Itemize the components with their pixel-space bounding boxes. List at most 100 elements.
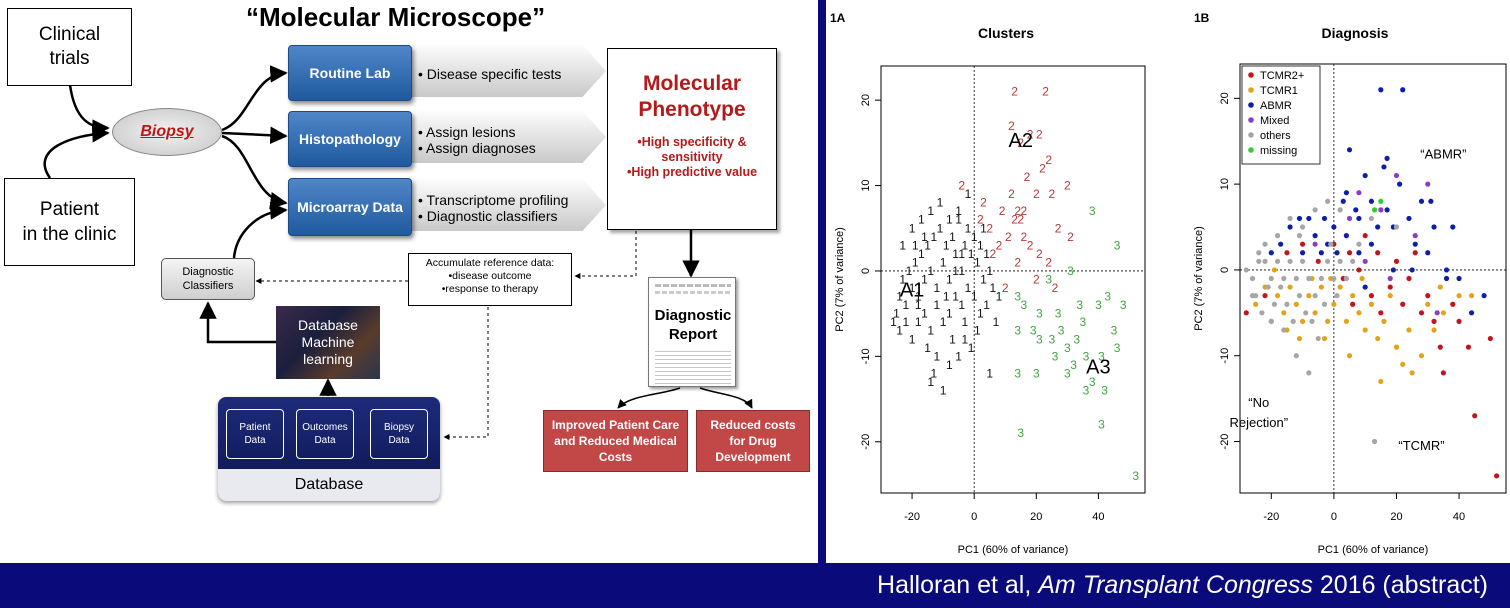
- chart-0-cluster-label: A3: [1086, 356, 1110, 378]
- chart-1-point-0: [1487, 335, 1493, 342]
- chart-1-point-3: [1393, 172, 1400, 179]
- chart-1-point-1: [1468, 293, 1475, 299]
- chart-0-point-0: 1: [912, 238, 919, 252]
- chart-0-point-0: 1: [952, 247, 959, 261]
- chart-1-point-0: [1472, 413, 1478, 419]
- phenotype-item-2: •High predictive value: [626, 165, 758, 179]
- chart-1-point-2: [1368, 241, 1375, 247]
- chart-0-xlabel: PC1 (60% of variance): [958, 544, 1069, 556]
- chart-1-point-4: [1303, 310, 1309, 316]
- chart-0-point-2: 3: [1076, 298, 1083, 312]
- chart-0-point-1: 2: [1021, 230, 1028, 244]
- chart-0-point-2: 3: [1101, 384, 1108, 398]
- chart-1-point-4: [1290, 318, 1296, 324]
- chart-1-frame: [1239, 63, 1507, 494]
- chart-1-point-4: [1309, 318, 1315, 324]
- chart-0-point-2: 3: [1064, 366, 1071, 380]
- chart-1-point-0: [1387, 284, 1393, 290]
- routine-lab-button[interactable]: Routine Lab: [288, 45, 412, 101]
- chart-1-point-0: [1362, 233, 1368, 239]
- chart-0-point-2: 3: [1098, 418, 1105, 432]
- chart-1-point-3: [1362, 258, 1368, 264]
- chart-1-point-4: [1334, 293, 1340, 299]
- chart-0-point-2: 3: [1045, 273, 1052, 287]
- report-to-care-arrow: [617, 387, 681, 409]
- chart-0-point-0: 1: [896, 324, 903, 338]
- chart-0-point-0: 1: [962, 332, 969, 346]
- chart-0-point-1: 2: [999, 204, 1006, 218]
- chart-1-point-1: [1299, 318, 1306, 324]
- chart-1-point-0: [1375, 250, 1381, 256]
- chart-0-point-1: 2: [1036, 247, 1043, 261]
- chart-1-point-4: [1278, 284, 1284, 290]
- chart-0-point-0: 1: [949, 332, 956, 346]
- chart-1-point-1: [1378, 378, 1384, 385]
- chart-1-legend-label: ABMR: [1260, 100, 1292, 112]
- chart-0-point-2: 3: [1014, 366, 1021, 380]
- chart-0-point-1: 2: [1055, 221, 1062, 235]
- chart-1-xtick-label: -20: [1263, 511, 1279, 523]
- accumulate-reference-box: Accumulate reference data: •disease outc…: [408, 253, 572, 306]
- chart-0-xtick-label: -20: [904, 511, 920, 523]
- patient-data-folder: Patient Data: [226, 409, 284, 459]
- chart-1-point-4: [1256, 250, 1262, 256]
- chart-0-point-0: 1: [899, 273, 906, 287]
- chart-1-point-0: [1243, 310, 1249, 316]
- chart-1-xtick-label: 20: [1390, 511, 1402, 523]
- chart-0-point-0: 1: [906, 264, 913, 278]
- citation-text: Halloran et al, Am Transplant Congress 2…: [877, 571, 1488, 599]
- chart-0-point-0: 1: [965, 281, 972, 295]
- chart-1-point-2: [1418, 198, 1425, 204]
- chart-1-point-2: [1409, 267, 1415, 273]
- chart-0-point-1: 2: [1008, 119, 1015, 133]
- chart-1-point-2: [1468, 310, 1475, 316]
- chart-0-point-2: 3: [1021, 298, 1028, 312]
- chart-0-point-0: 1: [946, 307, 953, 321]
- chart-1-point-4: [1337, 258, 1343, 264]
- histopathology-button[interactable]: Histopathology: [288, 111, 412, 167]
- reduced-costs-box: Reduced costs for Drug Development: [696, 410, 810, 472]
- chart-0-point-1: 2: [1033, 273, 1040, 287]
- chart-0-point-2: 3: [1083, 349, 1090, 363]
- chart-0-point-1: 2: [977, 213, 984, 227]
- chart-0-point-0: 1: [924, 341, 931, 355]
- accumulate-line-2: •disease outcome: [448, 270, 532, 282]
- biopsy-node: Biopsy: [112, 108, 222, 156]
- chart-0-point-0: 1: [921, 307, 928, 321]
- chart-0-point-1: 2: [1014, 204, 1021, 218]
- chart-1-point-1: [1406, 327, 1412, 333]
- chart-0-point-0: 1: [993, 315, 1000, 329]
- chart-1-point-4: [1274, 258, 1281, 264]
- chart-1-legend-label: Mixed: [1260, 115, 1289, 127]
- chart-1-point-0: [1262, 293, 1268, 299]
- chart-0-point-0: 1: [955, 213, 962, 227]
- chart-0-cluster-label: A2: [1009, 130, 1033, 152]
- chart-0-point-0: 1: [977, 238, 984, 252]
- chart-0-point-0: 1: [971, 290, 978, 304]
- microarray-data-button[interactable]: Microarray Data: [288, 178, 412, 236]
- chart-1-legend-marker: [1248, 147, 1254, 153]
- chart-1-annotation: “TCMR”: [1398, 438, 1444, 453]
- chart-0-xtick-label: 40: [1092, 511, 1104, 523]
- chart-0-point-0: 1: [927, 324, 934, 338]
- chart-0-frame: [880, 65, 1146, 494]
- chart-1-ytick-label: 20: [1219, 92, 1231, 104]
- biopsy-to-microarray-arrow: [221, 134, 288, 210]
- chart-1-point-1: [1343, 318, 1349, 324]
- chart-1-point-4: [1368, 215, 1375, 222]
- chart-1-point-1: [1346, 353, 1353, 359]
- chart-1-point-2: [1268, 250, 1274, 256]
- database-label: Database: [218, 469, 440, 501]
- chart-1-point-4: [1318, 275, 1324, 282]
- chart-0-point-1: 2: [1064, 179, 1071, 193]
- chart-1-point-4: [1243, 267, 1249, 273]
- routine-lab-band: [410, 45, 606, 97]
- chart-0-point-0: 1: [989, 281, 996, 295]
- ml-to-classifiers-arrow: [199, 301, 276, 344]
- chart-1-point-2: [1321, 215, 1328, 222]
- chart-1-point-2: [1431, 224, 1437, 230]
- chart-1-title: Diagnosis: [1322, 25, 1389, 41]
- routine-item: Disease specific tests: [426, 66, 562, 82]
- chart-0-point-2: 3: [1017, 426, 1024, 440]
